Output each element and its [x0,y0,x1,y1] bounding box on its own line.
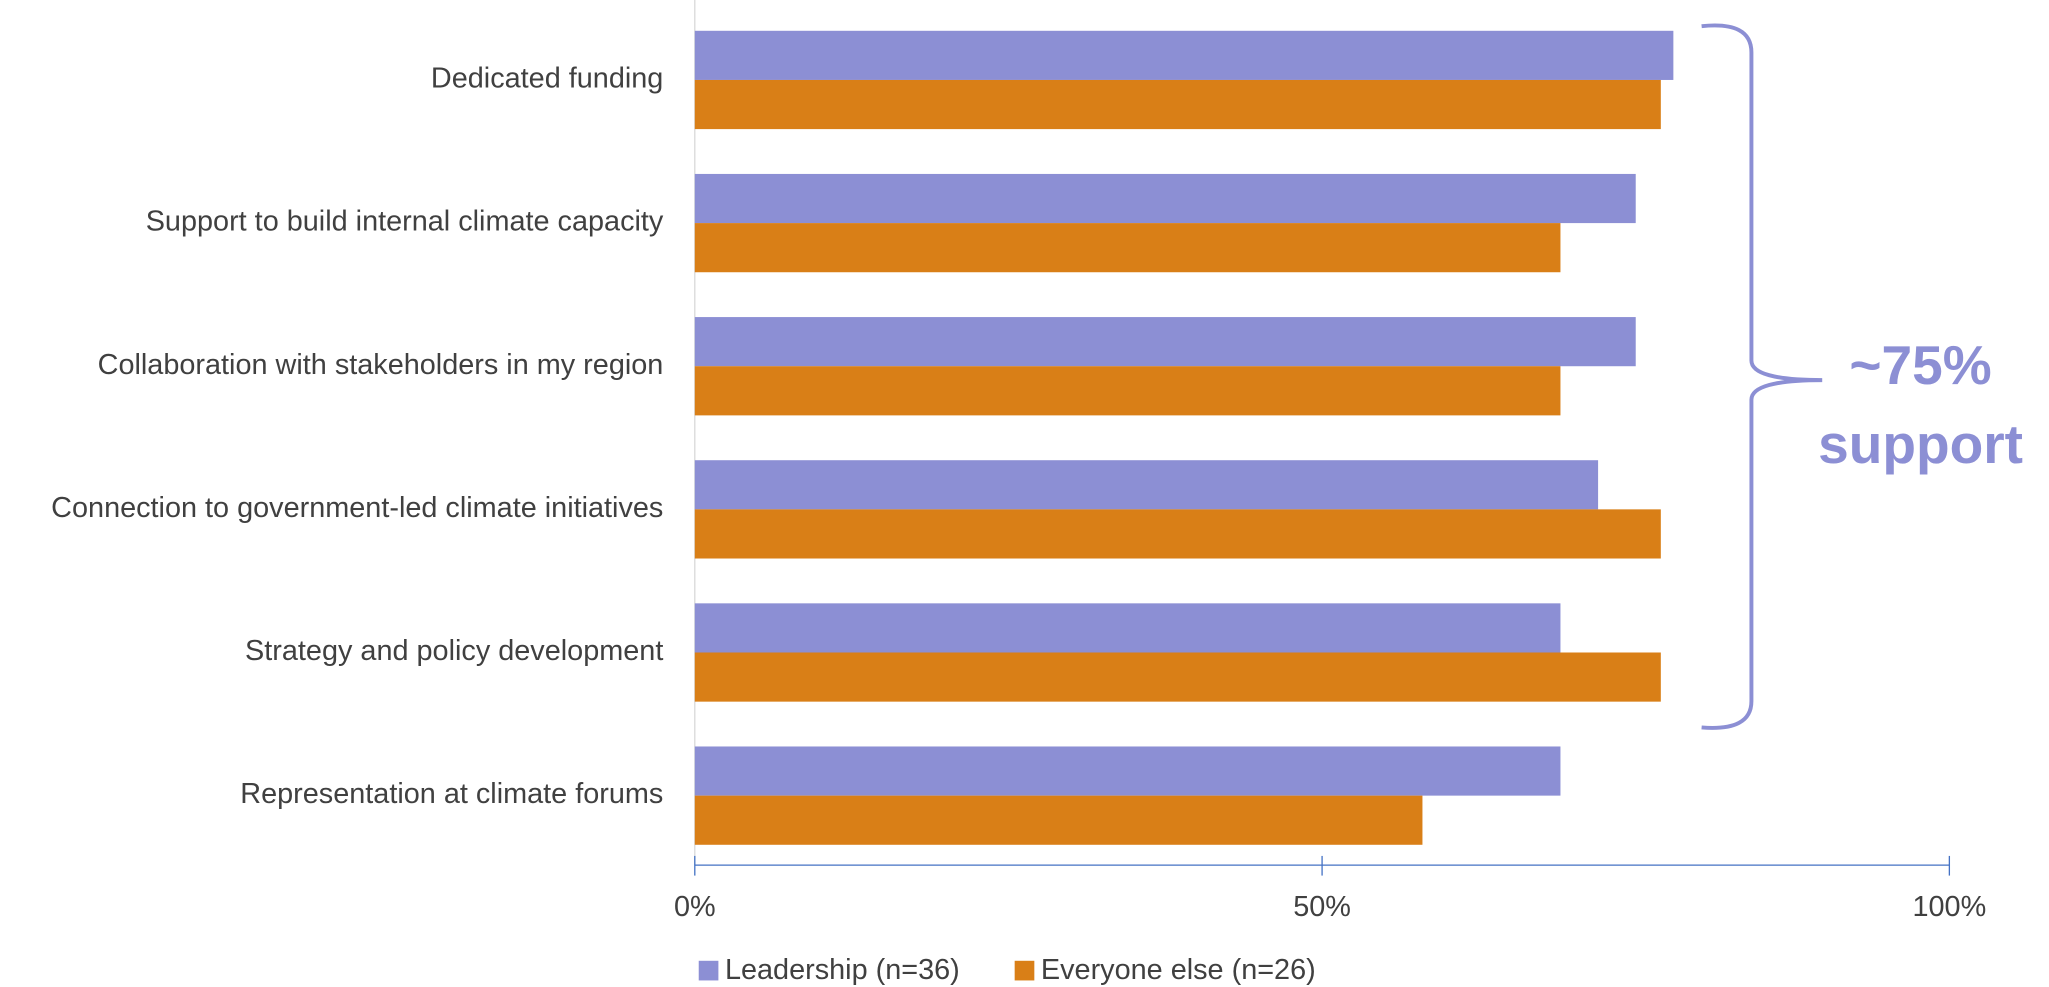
y-tick-label: Collaboration with stakeholders in my re… [98,349,664,381]
y-tick-label: Support to build internal climate capaci… [146,206,664,238]
x-tick-label: 0% [674,891,716,923]
legend-label: Everyone else (n=26) [1041,954,1316,986]
bar [694,652,1661,702]
bar [694,30,1674,80]
bar [694,317,1636,367]
x-tick-label: 50% [1293,891,1351,923]
bar [694,366,1561,416]
bar [694,746,1561,796]
legend-swatch [698,960,719,981]
bar [694,79,1661,130]
x-tick-label: 100% [1912,891,1986,923]
annotation: support [1818,413,2023,475]
bracket [1701,23,1823,730]
bar [694,509,1661,559]
y-tick-label: Representation at climate forums [240,778,663,810]
y-tick-label: Strategy and policy development [245,635,663,667]
y-tick-label: Connection to government-led climate ini… [51,492,663,524]
bar [694,460,1599,510]
bar [694,603,1561,653]
bar [694,223,1561,273]
bar [694,795,1423,845]
legend-label: Leadership (n=36) [725,954,960,986]
annotation: ~75% [1849,334,1991,396]
y-tick-label: Dedicated funding [431,63,663,95]
legend-swatch [1014,960,1035,981]
bar [694,173,1636,224]
